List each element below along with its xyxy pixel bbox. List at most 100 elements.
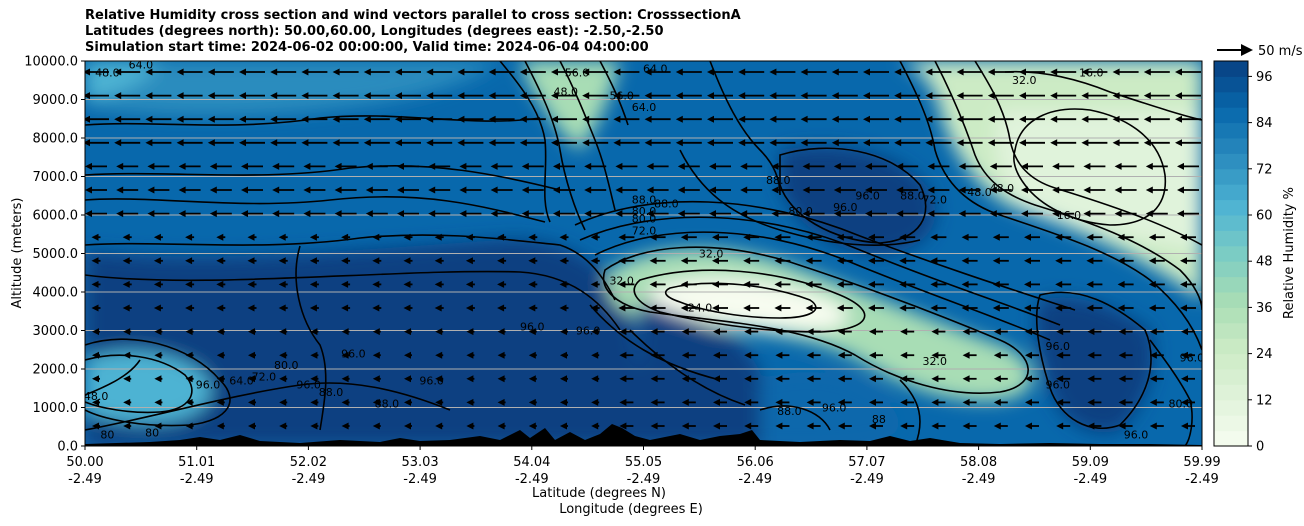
wind-vector-head-448 [591, 351, 599, 359]
wind-vector-head-80 [332, 115, 340, 123]
wind-vector-head-269 [618, 233, 626, 241]
wind-vector-head-383 [805, 304, 813, 312]
wind-vector-head-261 [372, 233, 380, 241]
colorbar-band-15 [1214, 199, 1248, 216]
wind-vector-head-135 [925, 139, 933, 147]
wind-vector-head-299 [434, 257, 442, 265]
wind-vector-head-274 [774, 233, 782, 241]
wind-vector-head-338 [528, 280, 536, 288]
wind-vector-head-452 [713, 351, 720, 359]
wind-vector-head-562 [775, 422, 783, 430]
y-tick-label-2: 2000.0 [33, 363, 79, 378]
wind-vector-head-429 [1118, 328, 1126, 336]
wind-vector-head-140 [1081, 139, 1089, 147]
wind-vector-head-303 [559, 257, 567, 265]
wind-vector-head-555 [560, 422, 567, 430]
wind-vector-head-246 [1021, 210, 1028, 218]
wind-vector-head-570 [1025, 422, 1032, 430]
y-tick-label-4: 4000.0 [33, 286, 79, 301]
wind-vector-head-99 [925, 115, 933, 123]
wind-vector-head-24 [831, 68, 839, 76]
wind-vector-head-333 [372, 280, 380, 288]
wind-vector-head-308 [712, 257, 719, 265]
wind-vector-head-573 [1118, 422, 1126, 430]
wind-vector-head-147 [178, 162, 186, 170]
wind-vector-head-387 [930, 304, 938, 312]
wind-vector-head-46 [395, 92, 402, 100]
wind-vector-head-386 [899, 304, 907, 312]
contour-label-44: 96.0 [822, 401, 847, 414]
wind-vector-head-202 [771, 186, 779, 194]
wind-vector-head-264 [465, 233, 473, 241]
wind-vector-head-482 [528, 375, 536, 383]
wind-vector-head-103 [1050, 115, 1058, 123]
wind-vector-head-538 [1149, 398, 1157, 406]
x-tick-lon-0: -2.49 [68, 472, 102, 487]
contour-label-28: 32.0 [923, 355, 948, 368]
wind-vector-head-501 [1118, 375, 1126, 383]
colorbar-band-24 [1214, 61, 1248, 77]
contour-label-7: 32.0 [1012, 74, 1037, 87]
wind-vector-head-489 [744, 375, 752, 383]
wind-vector-head-231 [553, 210, 560, 218]
wind-vector-head-262 [403, 233, 411, 241]
wind-vector-head-285 [1117, 233, 1125, 241]
wind-vector-head-102 [1019, 115, 1026, 123]
y-tick-label-7: 7000.0 [33, 170, 79, 185]
wind-vector-head-409 [497, 328, 505, 336]
contour-label-4: 48.0 [554, 86, 579, 99]
wind-vector-head-552 [466, 422, 474, 430]
wind-vector-head-347 [805, 280, 813, 288]
wind-vector-head-300 [465, 257, 473, 265]
wind-vector-head-271 [680, 233, 688, 241]
wind-vector-head-316 [961, 257, 969, 265]
wind-vector-head-34 [1143, 68, 1151, 76]
wind-vector-head-284 [1086, 233, 1094, 241]
wind-vector-head-248 [1083, 210, 1091, 218]
contour-label-37: 88.0 [319, 386, 344, 399]
wind-vector-head-205 [865, 186, 872, 194]
wind-vector-head-372 [465, 304, 473, 312]
wind-vector-head-220 [209, 210, 217, 218]
wind-vector-head-162 [646, 162, 654, 170]
y-tick-label-10: 10000.0 [24, 55, 78, 70]
wind-vector-head-63 [925, 92, 933, 100]
wind-vector-head-266 [528, 233, 536, 241]
wind-vector-head-422 [900, 328, 908, 336]
wind-vector-head-254 [153, 233, 161, 241]
wind-vector-head-410 [528, 328, 536, 336]
wind-vector-head-236 [709, 210, 716, 218]
wind-vector-head-406 [404, 328, 411, 336]
wind-vector-head-327 [185, 280, 193, 288]
wind-vector-head-184 [209, 186, 217, 194]
wind-vector-head-553 [497, 422, 505, 430]
wind-vector-head-296 [341, 257, 349, 265]
wind-vector-head-373 [497, 304, 505, 312]
wind-vector-head-533 [993, 398, 1001, 406]
wind-vector-head-542 [154, 422, 162, 430]
wind-vector-head-252 [91, 233, 99, 241]
wind-vector-head-44 [332, 92, 340, 100]
wind-vector-head-152 [334, 162, 342, 170]
wind-vector-head-428 [1087, 328, 1095, 336]
wind-vector-head-539 [1181, 398, 1188, 406]
contour-label-20: 16.0 [1057, 209, 1082, 222]
wind-vector-head-142 [1143, 139, 1151, 147]
wind-vector-head-396 [92, 328, 99, 336]
x-tick-lat-7: 57.07 [848, 455, 885, 470]
wind-vector-head-214 [1145, 186, 1153, 194]
wind-vector-head-165 [740, 162, 748, 170]
wind-vector-head-328 [216, 280, 224, 288]
wind-vector-head-290 [153, 257, 161, 265]
wind-vector-head-351 [930, 280, 938, 288]
wind-vector-head-282 [1024, 233, 1031, 241]
wind-vector-head-247 [1052, 210, 1060, 218]
wind-vector-head-260 [341, 233, 349, 241]
wind-vector-head-520 [591, 398, 599, 406]
wind-vector-head-234 [646, 210, 654, 218]
colorbar-band-21 [1214, 107, 1248, 124]
wind-vector-head-289 [122, 257, 130, 265]
wind-vector-head-19 [675, 68, 683, 76]
y-axis-ticks: 0.0 1000.0 2000.0 3000.0 4000.0 5000.0 6000.0 7… [24, 55, 85, 455]
wind-vector-head-349 [868, 280, 875, 288]
